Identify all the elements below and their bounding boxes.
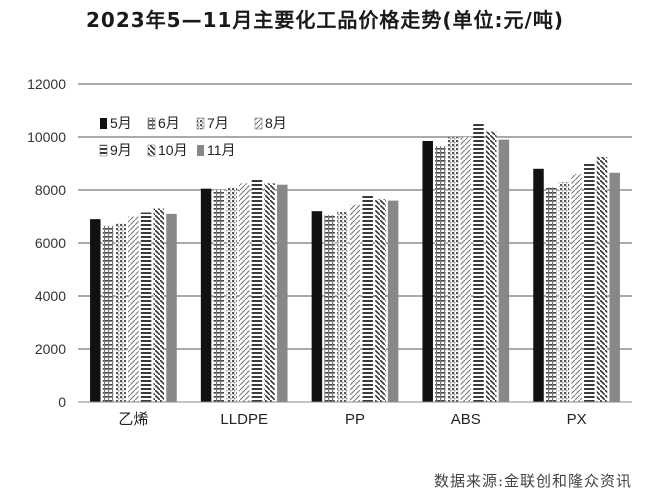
y-tick-label: 0 <box>58 394 66 410</box>
bar-PP-11月 <box>387 200 399 402</box>
bar-PX-7月 <box>558 182 570 402</box>
legend-label: 5月 <box>110 115 132 131</box>
x-tick-label: PP <box>345 411 365 428</box>
y-tick-label: 4000 <box>35 288 66 304</box>
bar-PX-6月 <box>545 187 557 402</box>
bar-PX-8月 <box>571 174 582 402</box>
bar-ABS-7月 <box>447 137 459 402</box>
x-tick-label: LLDPE <box>220 411 268 428</box>
y-tick-label: 6000 <box>35 235 66 251</box>
y-tick-label: 12000 <box>27 76 66 92</box>
legend-swatch <box>99 144 108 157</box>
bar-乙烯-9月 <box>140 212 152 402</box>
data-source-note: 数据来源:金联创和隆众资讯 <box>433 472 632 490</box>
x-tick-label: PX <box>567 411 587 428</box>
legend-swatch <box>100 118 107 129</box>
bar-ABS-6月 <box>435 146 446 402</box>
bar-ABS-10月 <box>485 131 497 402</box>
bar-PP-10月 <box>375 199 386 402</box>
bar-PP-5月 <box>311 211 323 402</box>
legend-label: 7月 <box>207 115 229 131</box>
legend-label: 10月 <box>158 142 188 158</box>
bar-LLDPE-8月 <box>238 183 250 402</box>
bar-PX-10月 <box>596 156 608 402</box>
y-tick-label: 8000 <box>35 182 66 198</box>
bar-ABS-9月 <box>473 122 484 403</box>
legend-swatch <box>197 145 204 156</box>
x-tick-label: ABS <box>451 411 481 428</box>
bar-ABS-5月 <box>422 140 433 402</box>
bar-PX-9月 <box>584 162 595 402</box>
legend: 5月 6月 7月 8月 9月 10月 11月 <box>99 115 287 158</box>
bar-ABS-11月 <box>498 139 510 402</box>
bar-乙烯-10月 <box>153 208 165 402</box>
bar-LLDPE-10月 <box>264 183 275 402</box>
legend-label: 6月 <box>158 115 180 131</box>
bar-PX-5月 <box>533 168 544 402</box>
bar-PP-6月 <box>324 215 335 402</box>
bar-LLDPE-9月 <box>251 178 263 402</box>
y-tick-label: 10000 <box>27 129 66 145</box>
bar-LLDPE-6月 <box>213 190 225 402</box>
legend-label: 11月 <box>207 142 236 158</box>
bar-ABS-8月 <box>460 137 472 402</box>
bar-PP-9月 <box>362 193 373 402</box>
bar-LLDPE-7月 <box>226 187 237 402</box>
chart-title: 2023年5—11月主要化工品价格走势(单位:元/吨) <box>86 8 564 32</box>
bar-乙烯-8月 <box>128 216 139 402</box>
bars <box>90 122 620 403</box>
bar-PP-7月 <box>337 211 348 402</box>
legend-label: 8月 <box>265 115 287 131</box>
bar-乙烯-6月 <box>102 225 114 402</box>
bar-乙烯-11月 <box>166 213 177 402</box>
legend-swatch <box>254 117 263 130</box>
bar-乙烯-5月 <box>90 219 101 402</box>
x-tick-label: 乙烯 <box>118 411 148 428</box>
axes: 0 2000 4000 6000 8000 10000 12000 乙烯 LLDPE PP ABS P… <box>27 76 632 428</box>
bar-LLDPE-11月 <box>277 184 288 402</box>
y-tick-label: 2000 <box>35 341 66 357</box>
bar-LLDPE-5月 <box>200 188 212 402</box>
bar-PX-11月 <box>609 172 620 402</box>
legend-swatch <box>147 117 156 130</box>
legend-swatch <box>196 117 205 130</box>
legend-label: 9月 <box>110 142 132 158</box>
bar-PP-8月 <box>349 204 361 402</box>
bar-乙烯-7月 <box>115 223 126 402</box>
legend-swatch <box>147 144 156 157</box>
